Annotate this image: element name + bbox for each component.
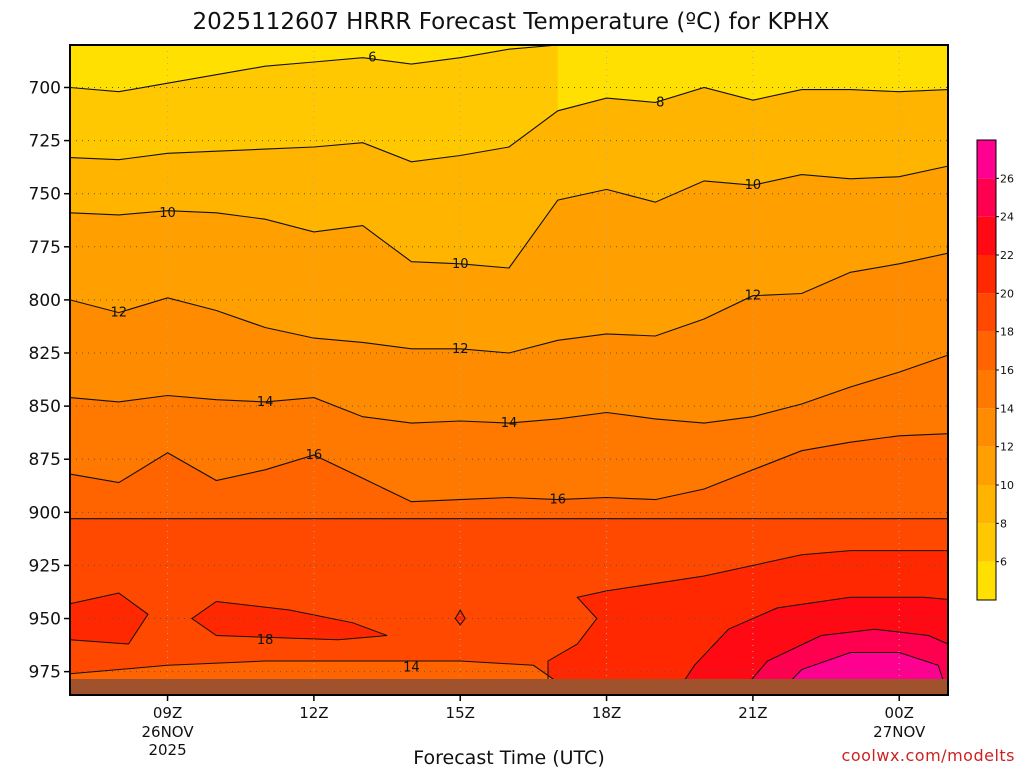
colorbar-label-18: 18 xyxy=(1000,326,1014,339)
colorbar-swatch-8 xyxy=(977,485,996,524)
credit-link[interactable]: coolwx.com/modelts xyxy=(842,746,1015,765)
y-tick-label-850: 850 xyxy=(29,397,61,417)
contour-16 xyxy=(69,433,949,503)
contour-label-13: 18 xyxy=(257,633,274,648)
ground-fill xyxy=(70,679,948,695)
contour-label-0: 6 xyxy=(368,51,376,66)
colorbar: 6 8 10 12 14 16 18 20 22 24 26 xyxy=(976,139,1014,601)
y-axis: 700 725 750 775 800 825 850 875 900 925 950 975 xyxy=(29,78,70,683)
colorbar-swatch-12 xyxy=(977,408,996,447)
x-tick-label-18Z: 18Z xyxy=(592,704,621,722)
x-tick-date-09Z: 26NOV xyxy=(141,723,194,741)
warm-pocket-mid-fill xyxy=(191,601,388,640)
colorbar-label-26: 26 xyxy=(1000,172,1014,185)
colorbar-swatch-10 xyxy=(977,446,996,485)
plot-frame xyxy=(69,44,949,696)
contour-10 xyxy=(69,165,949,269)
y-tick-label-925: 925 xyxy=(29,556,61,576)
contour-label-5: 12 xyxy=(111,306,128,321)
y-tick-label-700: 700 xyxy=(29,78,61,98)
plot-area xyxy=(70,45,948,696)
colorbar-label-12: 12 xyxy=(1000,441,1014,454)
contour-label-9: 14 xyxy=(501,416,518,431)
colorbar-swatch-6 xyxy=(977,523,996,562)
colorbar-swatch-16 xyxy=(977,331,996,370)
colorbar-swatch-22 xyxy=(977,216,996,255)
contour-label-11: 16 xyxy=(306,448,323,463)
y-tick-label-775: 775 xyxy=(29,238,61,258)
colorbar-label-20: 20 xyxy=(1000,287,1014,300)
contour-outline-warm-pocket-15z-fill xyxy=(454,608,466,626)
contour-outline-warm-pocket-mid-fill xyxy=(191,600,388,641)
contour-label-3: 10 xyxy=(745,178,762,193)
y-tick-label-825: 825 xyxy=(29,344,61,364)
contour-label-12: 16 xyxy=(550,493,567,508)
contour-labels: 6 8 10 10 10 12 12 12 14 14 14 16 16 18 xyxy=(111,51,762,676)
colorbar-swatch-14 xyxy=(977,370,996,409)
x-tick-label-00Z: 00Z xyxy=(885,704,914,722)
y-tick-label-900: 900 xyxy=(29,503,61,523)
y-tick-label-750: 750 xyxy=(29,185,61,205)
chart-title: 2025112607 HRRR Forecast Temperature (ºC… xyxy=(193,9,830,35)
colorbar-label-6: 6 xyxy=(1000,556,1007,569)
x-axis-label: Forecast Time (UTC) xyxy=(413,747,604,768)
x-tick-label-21Z: 21Z xyxy=(738,704,767,722)
contour-label-6: 12 xyxy=(745,289,762,304)
colorbar-label-8: 8 xyxy=(1000,517,1007,530)
contour-label-1: 8 xyxy=(656,95,664,110)
x-tick-label-15Z: 15Z xyxy=(446,704,475,722)
contour-label-7: 12 xyxy=(452,342,469,357)
x-tick-label-09Z: 09Z xyxy=(153,704,182,722)
ground-surface xyxy=(70,679,948,695)
colorbar-label-16: 16 xyxy=(1000,364,1014,377)
contour-6 xyxy=(69,44,558,93)
colorbar-swatch-24 xyxy=(977,178,996,217)
contour-8 xyxy=(69,86,949,163)
contour-14-surface xyxy=(69,660,559,683)
contour-label-4: 10 xyxy=(452,257,469,272)
colorbar-swatch-4 xyxy=(977,561,996,600)
contour-label-2: 10 xyxy=(159,206,176,221)
warm-pocket-left-fill xyxy=(70,593,148,644)
y-tick-label-725: 725 xyxy=(29,132,61,152)
contour-12 xyxy=(69,252,949,354)
y-tick-label-950: 950 xyxy=(29,610,61,630)
colorbar-label-14: 14 xyxy=(1000,402,1014,415)
colorbar-swatch-20 xyxy=(977,255,996,294)
contour-14 xyxy=(69,354,949,424)
x-tick-date-00Z: 27NOV xyxy=(873,723,926,741)
colorbar-swatch-18 xyxy=(977,293,996,332)
contour-label-8: 14 xyxy=(257,395,274,410)
y-tick-label-975: 975 xyxy=(29,663,61,683)
y-tick-label-800: 800 xyxy=(29,291,61,311)
colorbar-label-24: 24 xyxy=(1000,211,1014,224)
colorbar-label-22: 22 xyxy=(1000,249,1014,262)
y-tick-label-875: 875 xyxy=(29,450,61,470)
colorbar-label-10: 10 xyxy=(1000,479,1014,492)
contour-label-10: 14 xyxy=(403,660,420,675)
contour-lines xyxy=(69,44,949,696)
x-tick-year-09Z: 2025 xyxy=(148,741,186,759)
x-tick-label-12Z: 12Z xyxy=(299,704,328,722)
colorbar-swatch-26 xyxy=(977,140,996,179)
